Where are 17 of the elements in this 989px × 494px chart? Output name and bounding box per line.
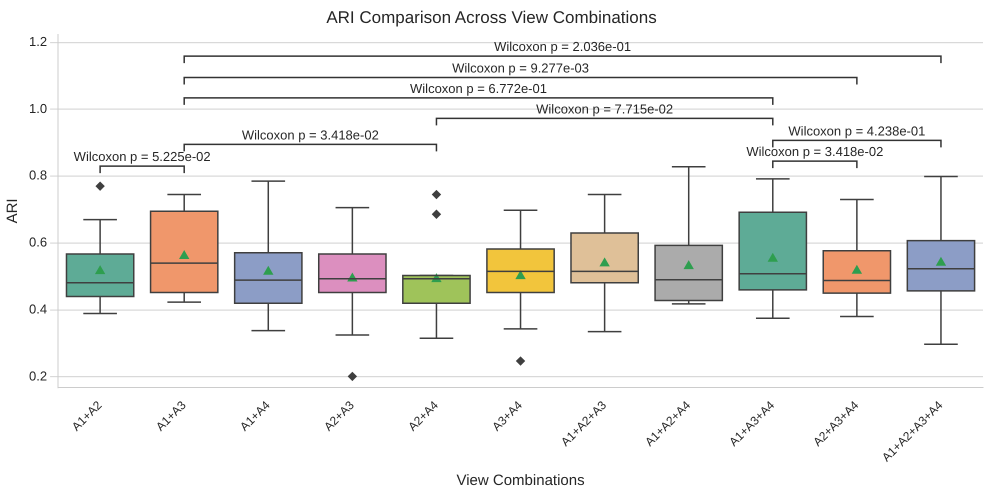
annotation: Wilcoxon p = 3.418e-02 bbox=[746, 144, 884, 160]
y-tick-label: 1.0 bbox=[28, 100, 48, 116]
annotation: Wilcoxon p = 5.225e-02 bbox=[74, 149, 211, 164]
annotation: Wilcoxon p = 7.715e-02 bbox=[536, 101, 674, 116]
chart-title: ARI Comparison Across View Combinations bbox=[326, 8, 657, 27]
y-tick-label: 0.4 bbox=[28, 301, 48, 316]
annotation: Wilcoxon p = 3.418e-02 bbox=[242, 127, 379, 142]
annotation: Wilcoxon p = 9.277e-03 bbox=[452, 60, 590, 76]
y-axis-title: ARI bbox=[4, 198, 22, 224]
annotation: Wilcoxon p = 6.772e-01 bbox=[410, 81, 547, 96]
annotation: Wilcoxon p = 4.238e-01 bbox=[788, 123, 926, 138]
y-tick-label: 1.2 bbox=[28, 34, 48, 49]
y-tick-label: 0.6 bbox=[28, 234, 48, 250]
y-tick-label: 0.2 bbox=[28, 368, 48, 384]
x-axis-title: View Combinations bbox=[456, 472, 585, 490]
y-tick-label: 0.8 bbox=[28, 168, 48, 183]
annotation: Wilcoxon p = 2.036e-01 bbox=[494, 39, 632, 54]
